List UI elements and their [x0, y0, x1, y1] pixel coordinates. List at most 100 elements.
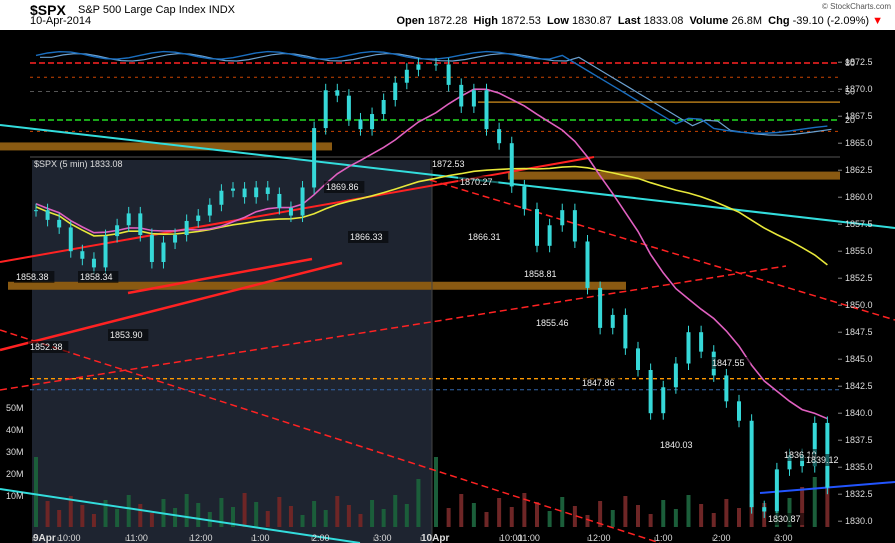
axis-column	[840, 30, 895, 543]
price-tick-label: 1857.5	[845, 219, 873, 229]
price-tick-label: 1840.0	[845, 408, 873, 418]
candle-body	[648, 370, 653, 414]
candle-body	[184, 220, 189, 235]
candle-body	[115, 225, 120, 237]
annotation-bg	[710, 357, 751, 369]
candle-body	[173, 235, 178, 243]
candle-body	[138, 213, 143, 235]
open-label: Open	[396, 15, 425, 27]
candle-body	[254, 187, 259, 198]
volume-tick-label: 10M	[6, 491, 24, 501]
volume-bar	[535, 502, 539, 527]
volume-bar	[277, 497, 282, 527]
annotation-bg	[766, 513, 807, 525]
candle-body	[598, 287, 603, 328]
annotation-bg	[580, 377, 621, 389]
volume-bar	[91, 514, 96, 527]
candle-body	[497, 129, 502, 144]
chart-legend: $SPX (5 min) 1833.08	[34, 159, 123, 169]
volume-bar	[242, 493, 247, 527]
volume-bar	[57, 510, 62, 527]
volume-axis: 50M 40M 30M 20M 10M	[6, 403, 24, 501]
price-annotation: 1870.27	[460, 177, 493, 187]
candle-body	[242, 188, 247, 198]
time-tick-label: 3:00	[775, 533, 793, 543]
candle-body	[661, 387, 666, 414]
moving-average-long	[35, 165, 828, 266]
volume-bar	[404, 504, 409, 527]
volume-bar	[585, 515, 590, 527]
price-annotation: 1869.86	[326, 182, 359, 192]
annotation-bg	[466, 231, 507, 243]
price-tick-label: 1852.5	[845, 273, 873, 283]
volume-bar	[636, 505, 640, 527]
price-tick-label: 1872.5	[845, 57, 873, 67]
volume-bar	[126, 495, 131, 527]
price-annotation: 1858.81	[524, 269, 557, 279]
volume-bar	[547, 511, 552, 527]
annotation-bg	[458, 176, 499, 188]
time-tick-label: 10:00	[58, 533, 81, 543]
volume-bar	[312, 501, 317, 527]
indicator-tick-label: 20	[845, 115, 855, 125]
low-value: 1830.87	[572, 15, 612, 27]
candle-body	[623, 314, 628, 349]
high-value: 1872.53	[501, 15, 541, 27]
price-tick-label: 1865.0	[845, 138, 873, 148]
annotation-bg	[28, 341, 69, 353]
price-annotation: 1866.33	[350, 232, 383, 242]
candle-body	[265, 187, 270, 194]
volume-bar	[572, 506, 577, 527]
last-label: Last	[617, 15, 641, 27]
candle-body	[126, 213, 131, 226]
volume-bar	[459, 494, 464, 527]
stockcharts-credit: © StockCharts.com	[821, 2, 891, 11]
quote-stats: Open 1872.28 High 1872.53 Low 1830.87 La…	[396, 15, 883, 27]
volume-bar	[45, 501, 50, 527]
annotation-bg	[534, 317, 575, 329]
candle-body	[749, 420, 754, 508]
volume-bar	[509, 507, 514, 527]
volume-bar	[610, 510, 615, 527]
candle-body	[149, 235, 154, 262]
price-tick-label: 1870.0	[845, 84, 873, 94]
volume-bar	[103, 500, 108, 527]
candle-body	[207, 204, 212, 216]
volume-bar	[699, 504, 704, 527]
price-tick-label: 1860.0	[845, 192, 873, 202]
down-arrow-icon: ▼	[872, 15, 883, 27]
time-tick-label: 10Apr	[421, 533, 449, 543]
red-channel-lower	[0, 261, 343, 352]
volume-bar	[265, 511, 270, 527]
candle-body	[434, 64, 438, 66]
volume-bar	[737, 508, 741, 527]
price-tick-label: 1832.5	[845, 489, 873, 499]
candle-body	[446, 64, 451, 85]
candle-body	[80, 251, 85, 259]
volume-bar	[471, 503, 476, 527]
volume-bar	[254, 502, 259, 527]
moving-average-short	[35, 88, 828, 420]
time-tick-label: 9Apr	[33, 533, 56, 543]
volume-bar	[34, 457, 38, 527]
volume-bar	[149, 513, 154, 527]
candle-body	[560, 210, 565, 226]
volume-bar	[381, 509, 386, 527]
volume-bars	[34, 457, 830, 527]
volume-bar	[812, 477, 817, 527]
red-dashed-resistance	[429, 179, 895, 321]
candle-body	[300, 187, 305, 216]
volume-bar	[598, 501, 603, 527]
price-annotation: 1840.03	[660, 440, 693, 450]
volume-bar	[446, 508, 451, 527]
candle-body	[762, 507, 767, 512]
chart-header: $SPX S&P 500 Large Cap Index INDX 10-Apr…	[0, 0, 895, 30]
candle-body	[277, 193, 282, 208]
time-tick-label: 12:00	[190, 533, 213, 543]
candle-body	[774, 469, 779, 512]
time-axis: 9Apr 10:00 11:00 12:00 1:00 2:00 3:00 10Apr 10:0…	[32, 533, 793, 543]
indicator-axis: 80 50 20	[845, 58, 855, 125]
candle-body	[404, 69, 409, 83]
volume-tick-label: 30M	[6, 447, 24, 457]
time-tick-label: 12:00	[588, 533, 611, 543]
